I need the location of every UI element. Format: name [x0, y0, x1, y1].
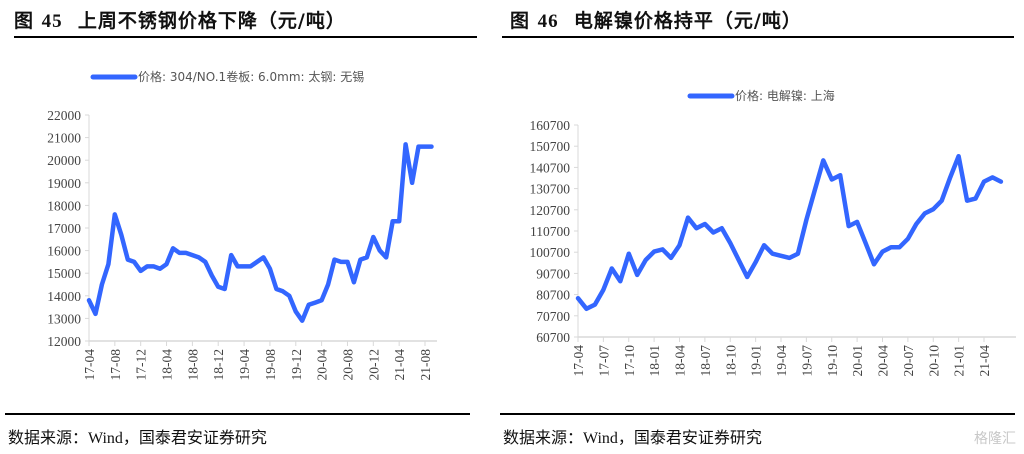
chart-panel-nickel: 图 46 电解镍价格持平（元/吨） 价格: 电解镍: 上海 60700 70700 8…: [500, 0, 1024, 454]
y-tick-label: 21000: [47, 131, 81, 146]
y-tick-label: 160700: [530, 118, 571, 133]
y-tick-label: 16000: [47, 244, 81, 259]
y-tick-label: 90700: [536, 266, 570, 281]
x-tick-label: 21-01: [952, 345, 967, 377]
legend-label: 价格: 电解镍: 上海: [735, 88, 835, 103]
title-underline: [502, 36, 1014, 38]
x-tick-label: 18-08: [185, 349, 200, 381]
chart-title: 图 45 上周不锈钢价格下降（元/吨）: [14, 10, 346, 32]
x-tick-label: 20-10: [926, 345, 941, 377]
x-tick-label: 20-04: [315, 349, 330, 381]
x-tick-label: 21-08: [418, 349, 433, 381]
y-tick-label: 80700: [536, 288, 570, 303]
x-tick-label: 21-04: [392, 349, 407, 381]
y-tick-label: 15000: [47, 266, 81, 281]
x-tick-label: 18-01: [647, 345, 662, 377]
y-tick-label: 20000: [47, 153, 81, 168]
x-tick-label: 19-07: [799, 345, 814, 377]
x-tick-label: 18-10: [723, 345, 738, 377]
x-tick-label: 18-04: [160, 349, 175, 381]
x-tick-label: 19-01: [749, 345, 764, 377]
price-line: [575, 153, 1004, 312]
source-rule: [5, 413, 470, 415]
source-note: 数据来源：Wind，国泰君安证券研究: [8, 430, 267, 447]
y-tick-label: 14000: [47, 289, 81, 304]
y-tick-label: 17000: [47, 221, 81, 236]
x-tick-label: 19-12: [289, 349, 304, 381]
x-tick-label: 19-08: [263, 349, 278, 381]
title-underline: [14, 36, 477, 38]
y-tick-label: 12000: [47, 334, 81, 349]
x-tick-label: 20-08: [340, 349, 355, 381]
y-tick-label: 130700: [530, 182, 571, 197]
x-tick-label: 19-04: [237, 349, 252, 381]
y-tick-label: 120700: [530, 203, 571, 218]
x-tick-label: 20-12: [366, 349, 381, 381]
y-tick-label: 19000: [47, 176, 81, 191]
y-tick-label: 110700: [530, 224, 570, 239]
y-tick-label: 22000: [47, 108, 81, 123]
watermark-logo: 格隆汇: [974, 431, 1016, 447]
source-note: 数据来源：Wind，国泰君安证券研究: [503, 430, 762, 447]
x-tick-label: 20-04: [876, 345, 891, 377]
x-tick-label: 18-12: [211, 349, 226, 381]
x-tick-label: 21-04: [977, 345, 992, 377]
chart-panel-stainless-steel: 图 45 上周不锈钢价格下降（元/吨） 价格: 304/NO.1卷板: 6.0m…: [0, 0, 490, 454]
source-rule: [500, 413, 1015, 415]
x-tick-label: 17-04: [571, 345, 586, 377]
line-chart-stainless-steel: 价格: 304/NO.1卷板: 6.0mm: 太钢: 无锡 12000 13000 1…: [47, 69, 437, 381]
legend-label: 价格: 304/NO.1卷板: 6.0mm: 太钢: 无锡: [138, 69, 364, 84]
x-tick-label: 17-08: [108, 349, 123, 381]
x-tick-label: 17-12: [134, 349, 149, 381]
x-tick-label: 18-04: [673, 345, 688, 377]
y-tick-label: 140700: [530, 160, 571, 175]
chart-title: 图 46 电解镍价格持平（元/吨）: [510, 10, 802, 32]
y-tick-label: 13000: [47, 311, 81, 326]
x-tick-label: 19-10: [825, 345, 840, 377]
x-tick-label: 17-10: [622, 345, 637, 377]
x-tick-label: 17-04: [82, 349, 97, 381]
price-line: [86, 142, 434, 323]
y-tick-label: 60700: [536, 330, 570, 345]
y-tick-label: 18000: [47, 198, 81, 213]
x-tick-label: 19-04: [774, 345, 789, 377]
x-tick-label: 18-07: [698, 345, 713, 377]
y-tick-label: 150700: [530, 139, 571, 154]
x-tick-label: 20-01: [850, 345, 865, 377]
y-tick-label: 100700: [530, 245, 571, 260]
x-tick-label: 20-07: [901, 345, 916, 377]
x-tick-label: 17-07: [596, 345, 611, 377]
line-chart-nickel: 价格: 电解镍: 上海 60700 70700 80700 90700 100700 110…: [530, 88, 1016, 377]
y-tick-label: 70700: [536, 309, 570, 324]
